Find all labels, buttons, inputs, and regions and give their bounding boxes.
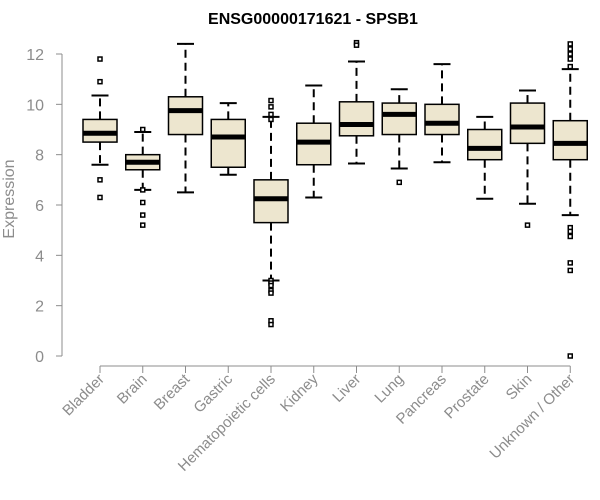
outlier-point [396,179,402,186]
outlier-point [567,51,573,57]
outlier-point [268,104,274,110]
box-9 [424,63,460,164]
iqr-box [82,118,118,143]
outlier-point [567,228,573,235]
outlier-point [140,187,146,193]
box-6 [296,84,332,199]
y-tick-label: 10 [26,97,44,114]
y-axis: 0 2 4 6 8 10 12 [26,47,63,366]
box-1 [82,56,118,201]
boxes-group [82,39,588,359]
x-tick-label: Kidney [277,370,322,415]
x-tick-label: Prostate [441,371,493,423]
box-12 [552,41,588,359]
outlier-point [268,282,274,289]
y-tick-label: 0 [35,349,44,366]
iqr-box [424,103,460,136]
y-tick-label: 12 [26,47,44,64]
y-tick-label: 2 [35,299,44,316]
iqr-box [253,179,289,224]
chart-title: ENSG00000171621 - SPSB1 [208,11,418,28]
iqr-box [167,96,204,136]
box-8 [381,88,417,186]
box-3 [167,42,204,194]
iqr-box [210,118,246,168]
outlier-point [140,212,146,218]
box-11 [509,89,546,228]
y-axis-label: Expression [1,159,18,238]
y-tick-label: 4 [35,248,44,265]
x-tick-label: Bladder [59,371,108,420]
outlier-point [97,177,103,183]
outlier-point [140,222,146,228]
outlier-point [97,78,103,85]
outlier-point [567,233,573,240]
outlier-point [353,42,360,48]
outlier-point [524,222,531,228]
outlier-point [567,267,573,274]
iqr-box [338,101,375,137]
outlier-point [97,194,103,201]
iqr-box [467,128,503,161]
y-tick-label: 6 [35,198,44,215]
outlier-point [140,199,146,206]
outlier-point [567,56,573,62]
iqr-box [509,102,546,145]
outlier-point [567,46,573,52]
outlier-point [268,321,274,328]
x-tick-label: Brain [114,371,151,408]
outlier-point [567,260,573,266]
box-5 [253,97,289,328]
outlier-point [567,63,573,70]
outlier-point [268,116,274,123]
iqr-box [552,119,588,161]
x-tick-label: Breast [151,370,194,413]
x-tick-label: Lung [371,371,407,407]
box-2 [125,126,161,228]
box-10 [467,115,503,200]
x-tick-label: Liver [329,371,364,406]
outlier-point [97,56,103,62]
x-tick-label: Skin [503,371,536,404]
y-tick-label: 8 [35,148,44,165]
box-4 [210,102,246,176]
outlier-point [140,126,146,133]
outlier-point [268,111,274,118]
outlier-point [567,353,573,359]
box-7 [338,39,375,165]
iqr-box [381,102,417,136]
outlier-point [268,97,274,104]
outlier-point [268,290,274,296]
outlier-point [567,41,573,47]
